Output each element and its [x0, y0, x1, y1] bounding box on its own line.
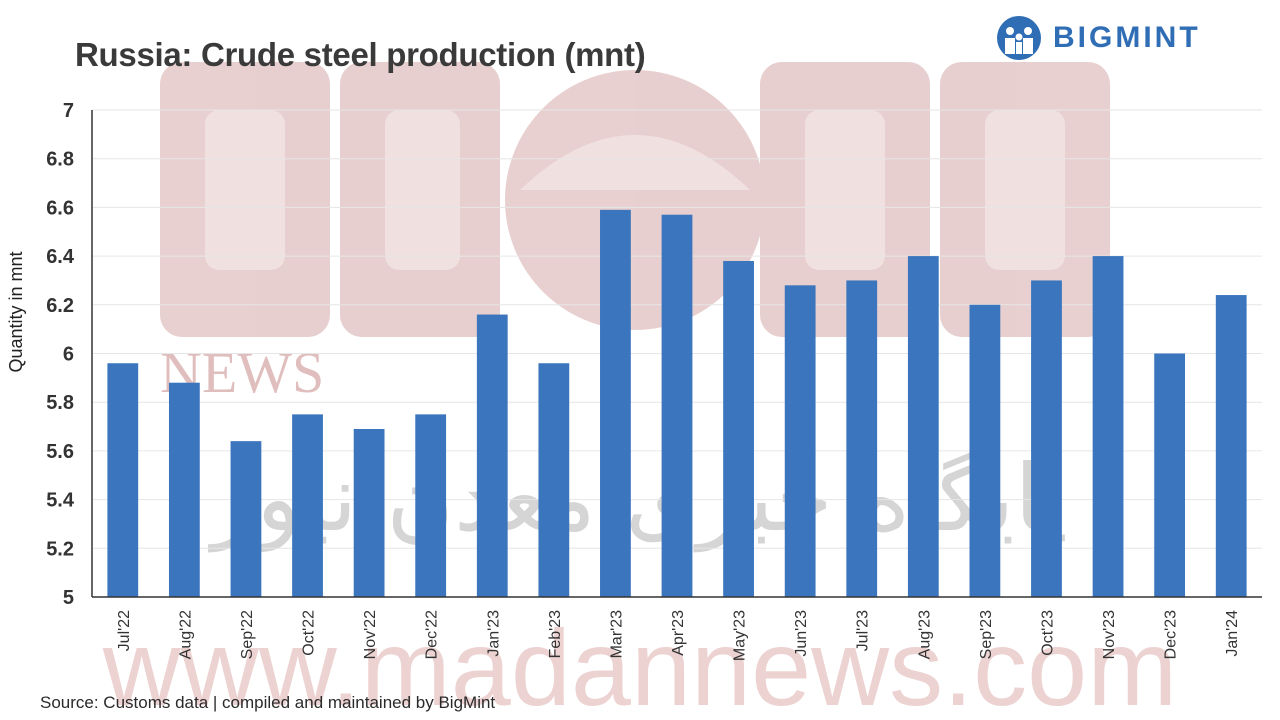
logo-text: BIGMINT — [1053, 21, 1201, 54]
bigmint-logo: BIGMINT — [995, 14, 1201, 62]
x-tick-label: Jan'23 — [485, 610, 502, 657]
bar-mar23 — [600, 209, 631, 597]
y-tick-label: 7 — [63, 100, 74, 122]
y-tick-label: 6.2 — [46, 295, 74, 317]
x-tick-label: Sep'23 — [978, 610, 995, 659]
bar-jan24 — [1215, 295, 1247, 597]
y-tick-label: 6.8 — [46, 149, 74, 171]
source-note: Source: Customs data | compiled and main… — [40, 693, 496, 712]
bar-feb23 — [538, 363, 570, 597]
bar-aug23 — [907, 256, 939, 597]
bigmint-logo-icon — [997, 16, 1041, 60]
bar-apr23 — [661, 214, 693, 597]
bar-sep23 — [969, 304, 1001, 597]
x-tick-label: Jun'23 — [793, 610, 810, 657]
x-tick-label: Nov'23 — [1101, 610, 1118, 659]
y-axis-label: Quantity in mnt — [6, 251, 26, 372]
y-tick-label: 6.4 — [46, 246, 75, 268]
y-tick-label: 6 — [63, 344, 74, 366]
y-tick-label: 5.4 — [46, 490, 75, 512]
x-tick-label: Sep'22 — [239, 610, 256, 659]
bar-jun23 — [784, 285, 816, 597]
bar-jan23 — [476, 314, 508, 597]
y-tick-label: 5.6 — [46, 441, 74, 463]
bar-sep22 — [230, 441, 262, 597]
x-tick-label: Oct'22 — [301, 610, 318, 656]
x-tick-label: Jul'22 — [116, 610, 133, 651]
x-tick-label: Jul'23 — [855, 610, 872, 651]
bar-may23 — [723, 260, 754, 597]
y-tick-label: 5.2 — [46, 538, 74, 560]
bar-dec23 — [1154, 353, 1186, 597]
x-tick-label: Feb'23 — [547, 610, 564, 659]
bar-oct23 — [1031, 280, 1062, 597]
chart-title: Russia: Crude steel production (mnt) — [75, 36, 646, 73]
x-tick-label: May'23 — [732, 610, 749, 661]
x-tick-label: Apr'23 — [670, 610, 687, 656]
bar-jul22 — [107, 363, 139, 597]
bar-nov22 — [353, 428, 385, 597]
y-tick-label: 6.6 — [46, 197, 74, 219]
x-tick-label: Mar'23 — [608, 610, 625, 659]
bar-jul23 — [846, 280, 878, 597]
x-tick-label: Dec'23 — [1163, 610, 1180, 659]
x-tick-label: Aug'22 — [177, 610, 194, 659]
x-tick-label: Aug'23 — [916, 610, 933, 659]
x-tick-label: Oct'23 — [1039, 610, 1056, 656]
x-tick-label: Dec'22 — [424, 610, 441, 659]
x-tick-label: Nov'22 — [362, 610, 379, 659]
y-tick-label: 5 — [63, 587, 74, 609]
bar-aug22 — [168, 382, 200, 597]
bar-nov23 — [1092, 256, 1124, 597]
bar-dec22 — [415, 414, 447, 597]
x-tick-label: Jan'24 — [1224, 610, 1241, 657]
y-tick-label: 5.8 — [46, 392, 74, 414]
bar-oct22 — [292, 414, 323, 597]
